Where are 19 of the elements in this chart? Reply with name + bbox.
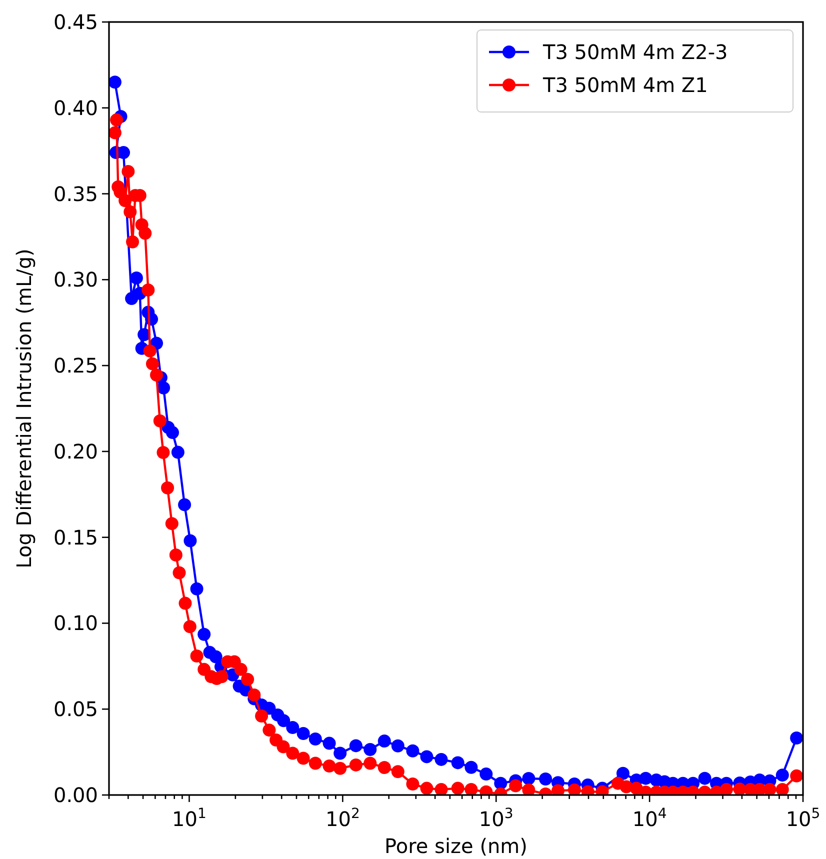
x-tick-label: 10$^{4}$ — [632, 806, 667, 831]
x-tick-label: 10$^{1}$ — [172, 806, 206, 831]
y-tick-label: 0.20 — [53, 439, 98, 464]
x-axis-title: Pore size (nm) — [384, 834, 528, 858]
x-tick-label: 10$^{5}$ — [786, 806, 820, 831]
y-tick-label: 0.10 — [53, 611, 98, 636]
y-tick-label: 0.35 — [53, 182, 98, 206]
y-tick-label: 0.05 — [53, 697, 98, 722]
legend-label: T3 50mM 4m Z2-3 — [542, 40, 728, 64]
y-tick-label: 0.40 — [53, 96, 98, 120]
x-tick-label: 10$^{2}$ — [325, 806, 360, 831]
legend-label: T3 50mM 4m Z1 — [542, 73, 708, 97]
y-tick-label: 0.30 — [53, 268, 98, 292]
x-tick-label: 10$^{3}$ — [478, 806, 514, 831]
y-tick-label: 0.25 — [53, 354, 98, 378]
y-tick-label: 0.00 — [53, 783, 98, 807]
y-tick-label: 0.45 — [53, 10, 98, 34]
y-tick-label: 0.15 — [53, 525, 98, 550]
y-axis-title: Log Differential Intrusion (mL/g) — [12, 248, 36, 568]
